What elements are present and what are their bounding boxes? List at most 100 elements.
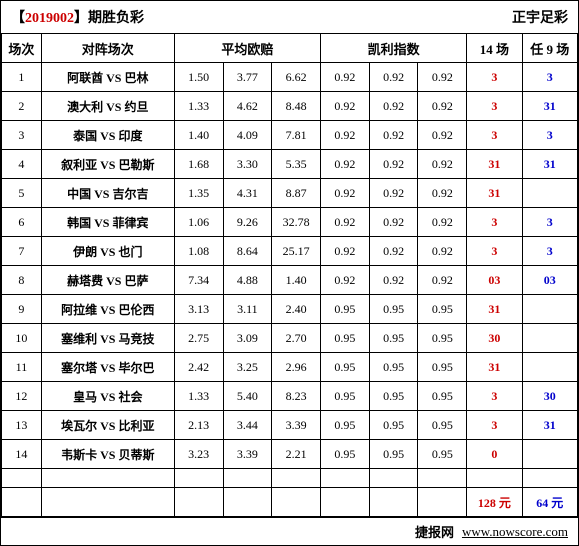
cell-odds: 25.17 xyxy=(272,237,321,266)
cell-kelly: 0.95 xyxy=(418,411,467,440)
cell-odds: 8.48 xyxy=(272,92,321,121)
table-row: 13埃瓦尔 VS 比利亚2.133.443.390.950.950.95331 xyxy=(2,411,578,440)
cell-match: 韦斯卡 VS 贝蒂斯 xyxy=(41,440,174,469)
cell-kelly: 0.92 xyxy=(320,121,369,150)
cell-odds: 1.40 xyxy=(174,121,223,150)
cell-pick9 xyxy=(522,179,577,208)
cell-odds: 3.39 xyxy=(272,411,321,440)
cell-odds: 2.40 xyxy=(272,295,321,324)
footer-link[interactable]: www.nowscore.com xyxy=(462,524,568,540)
cell-pick9: 3 xyxy=(522,208,577,237)
cell-pick14: 31 xyxy=(467,150,522,179)
cell-num: 3 xyxy=(2,121,42,150)
cell-match: 塞尔塔 VS 毕尔巴 xyxy=(41,353,174,382)
footer: 捷报网 www.nowscore.com xyxy=(1,517,578,545)
cell-num: 2 xyxy=(2,92,42,121)
cell-kelly: 0.92 xyxy=(320,92,369,121)
cell-pick9: 31 xyxy=(522,92,577,121)
table-row: 11塞尔塔 VS 毕尔巴2.423.252.960.950.950.9531 xyxy=(2,353,578,382)
header-left: 【2019002】期胜负彩 xyxy=(11,7,144,27)
cell-kelly: 0.95 xyxy=(320,411,369,440)
lottery-table-container: 【2019002】期胜负彩 正宇足彩 场次 对阵场次 平均欧赔 凯利指数 14 … xyxy=(0,0,579,546)
cell-num: 1 xyxy=(2,63,42,92)
cell-pick14: 03 xyxy=(467,266,522,295)
cell-odds: 9.26 xyxy=(223,208,272,237)
cell-odds: 4.31 xyxy=(223,179,272,208)
cell-kelly: 0.92 xyxy=(320,266,369,295)
cell-odds: 3.23 xyxy=(174,440,223,469)
cell-num: 6 xyxy=(2,208,42,237)
cell-kelly: 0.95 xyxy=(369,440,418,469)
cell-num: 13 xyxy=(2,411,42,440)
col-pick9: 任 9 场 xyxy=(522,34,577,63)
col-match: 对阵场次 xyxy=(41,34,174,63)
cell-odds: 1.35 xyxy=(174,179,223,208)
table-body: 1阿联酋 VS 巴林1.503.776.620.920.920.92332澳大利… xyxy=(2,63,578,517)
cell-kelly: 0.95 xyxy=(418,353,467,382)
table-row: 14韦斯卡 VS 贝蒂斯3.233.392.210.950.950.950 xyxy=(2,440,578,469)
cell-odds: 1.68 xyxy=(174,150,223,179)
cell-pick9: 30 xyxy=(522,382,577,411)
cell-kelly: 0.95 xyxy=(369,411,418,440)
cell-num: 5 xyxy=(2,179,42,208)
cell-odds: 1.40 xyxy=(272,266,321,295)
odds-table: 场次 对阵场次 平均欧赔 凯利指数 14 场 任 9 场 1阿联酋 VS 巴林1… xyxy=(1,33,578,517)
cell-kelly: 0.95 xyxy=(320,324,369,353)
cell-kelly: 0.92 xyxy=(369,92,418,121)
cell-odds: 7.34 xyxy=(174,266,223,295)
cell-kelly: 0.95 xyxy=(320,353,369,382)
cell-pick14: 3 xyxy=(467,63,522,92)
cell-match: 阿拉维 VS 巴伦西 xyxy=(41,295,174,324)
col-kelly: 凯利指数 xyxy=(320,34,466,63)
cell-num: 10 xyxy=(2,324,42,353)
cell-odds: 8.87 xyxy=(272,179,321,208)
cell-pick9: 31 xyxy=(522,411,577,440)
cell-odds: 8.23 xyxy=(272,382,321,411)
cell-odds: 4.09 xyxy=(223,121,272,150)
title-suffix: 期胜负彩 xyxy=(88,11,144,26)
table-row: 8赫塔费 VS 巴萨7.344.881.400.920.920.920303 xyxy=(2,266,578,295)
table-row: 10塞维利 VS 马竞技2.753.092.700.950.950.9530 xyxy=(2,324,578,353)
cell-pick9 xyxy=(522,295,577,324)
header-right: 正宇足彩 xyxy=(512,7,568,27)
cell-odds: 3.77 xyxy=(223,63,272,92)
issue-number: 2019002 xyxy=(25,11,74,26)
cell-odds: 3.25 xyxy=(223,353,272,382)
cell-match: 叙利亚 VS 巴勒斯 xyxy=(41,150,174,179)
cell-match: 伊朗 VS 也门 xyxy=(41,237,174,266)
cell-odds: 3.11 xyxy=(223,295,272,324)
table-row: 12皇马 VS 社会1.335.408.230.950.950.95330 xyxy=(2,382,578,411)
cell-odds: 2.21 xyxy=(272,440,321,469)
cell-odds: 7.81 xyxy=(272,121,321,150)
cell-odds: 1.08 xyxy=(174,237,223,266)
cell-kelly: 0.95 xyxy=(369,295,418,324)
cell-pick9: 3 xyxy=(522,121,577,150)
cell-odds: 5.35 xyxy=(272,150,321,179)
cell-kelly: 0.92 xyxy=(320,237,369,266)
col-odds: 平均欧赔 xyxy=(174,34,320,63)
cell-kelly: 0.95 xyxy=(320,382,369,411)
cell-kelly: 0.92 xyxy=(369,121,418,150)
cell-odds: 5.40 xyxy=(223,382,272,411)
cell-num: 9 xyxy=(2,295,42,324)
table-row: 2澳大利 VS 约旦1.334.628.480.920.920.92331 xyxy=(2,92,578,121)
cell-match: 韩国 VS 菲律宾 xyxy=(41,208,174,237)
header-row: 场次 对阵场次 平均欧赔 凯利指数 14 场 任 9 场 xyxy=(2,34,578,63)
cell-match: 塞维利 VS 马竞技 xyxy=(41,324,174,353)
cell-kelly: 0.92 xyxy=(418,266,467,295)
table-row: 1阿联酋 VS 巴林1.503.776.620.920.920.9233 xyxy=(2,63,578,92)
cell-odds: 2.75 xyxy=(174,324,223,353)
cell-pick14: 3 xyxy=(467,237,522,266)
cell-odds: 2.70 xyxy=(272,324,321,353)
cell-match: 中国 VS 吉尔吉 xyxy=(41,179,174,208)
cell-num: 7 xyxy=(2,237,42,266)
cell-kelly: 0.95 xyxy=(369,382,418,411)
cell-pick9 xyxy=(522,440,577,469)
cell-pick14: 30 xyxy=(467,324,522,353)
cell-odds: 1.33 xyxy=(174,382,223,411)
cell-odds: 3.09 xyxy=(223,324,272,353)
cell-kelly: 0.92 xyxy=(369,63,418,92)
issue-prefix: 【 xyxy=(11,11,25,26)
cell-kelly: 0.92 xyxy=(320,208,369,237)
cell-num: 14 xyxy=(2,440,42,469)
